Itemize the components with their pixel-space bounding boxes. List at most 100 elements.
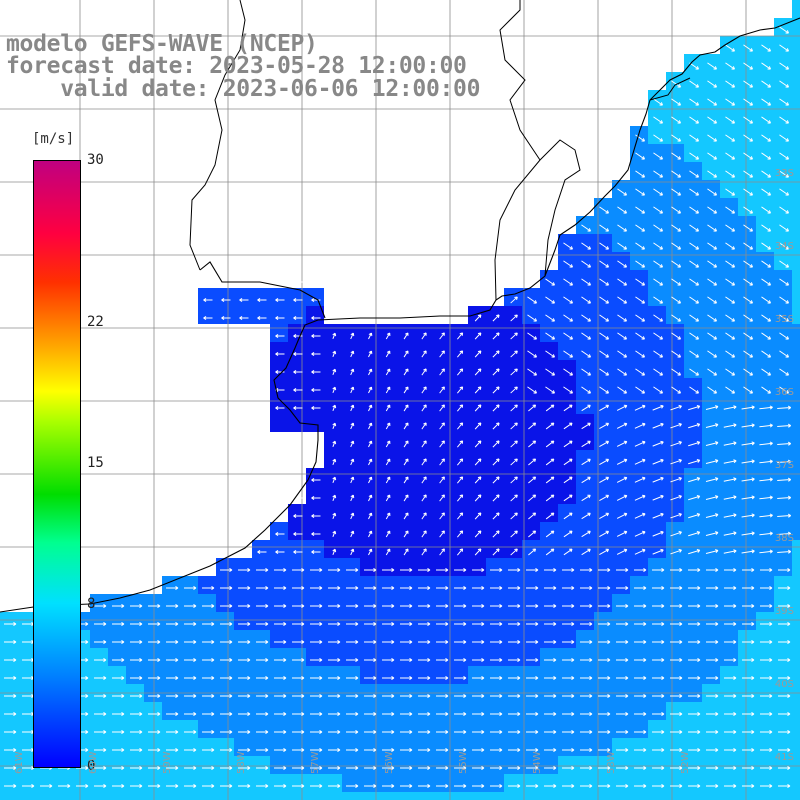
wind-cell [594,648,612,666]
wind-arrow [350,422,355,430]
wind-cell [288,774,306,792]
wind-arrow [238,567,251,573]
wind-cell [162,792,180,800]
wind-cell [576,396,594,414]
wind-arrow [724,747,737,753]
wind-arrow [508,693,521,699]
wind-cell [522,396,540,414]
wind-cell [666,414,684,432]
wind-arrow [779,260,789,268]
wind-arrow [777,513,792,518]
wind-cell [594,360,612,378]
wind-arrow [421,494,427,502]
wind-arrow [94,747,107,753]
wind-cell [180,576,198,594]
wind-arrow [527,296,537,304]
wind-arrow [510,350,518,358]
latitude-label: 34S [774,241,794,252]
wind-arrow [421,314,427,322]
wind-arrow [652,747,665,753]
wind-cell [684,648,702,666]
wind-cell [666,468,684,486]
coastline-path [0,17,800,613]
wind-cell [756,36,774,54]
wind-arrow [310,657,323,663]
wind-cell [720,342,738,360]
wind-arrow [76,765,89,771]
wind-arrow [652,693,665,699]
wind-arrow [403,368,409,376]
wind-cell [702,162,720,180]
wind-cell [774,72,792,90]
wind-arrow [562,675,575,681]
wind-cell [522,450,540,468]
wind-cell [792,252,800,270]
wind-arrow [616,729,629,735]
wind-arrow [634,639,647,645]
wind-cell [468,504,486,522]
wind-arrow [742,567,755,573]
wind-cell [378,414,396,432]
wind-arrow [599,314,609,322]
wind-cell [54,792,72,800]
wind-arrow [598,693,611,699]
wind-arrow [634,729,647,735]
wind-cell [306,504,324,522]
wind-cell [270,342,288,360]
wind-arrow [779,26,789,34]
wind-cell [504,396,522,414]
wind-cell [738,576,756,594]
wind-arrow [670,404,682,411]
wind-cell [216,774,234,792]
wind-cell [378,540,396,558]
wind-cell [648,774,666,792]
wind-cell [594,378,612,396]
wind-arrow [707,170,717,178]
wind-arrow [510,422,518,430]
wind-cell [450,594,468,612]
wind-arrow [652,639,665,645]
wind-cell [252,666,270,684]
wind-cell [756,324,774,342]
wind-arrow [418,567,431,573]
wind-arrow [545,386,555,394]
wind-cell [756,630,774,648]
wind-arrow [368,404,373,412]
wind-arrow [203,279,213,285]
wind-arrow [311,405,321,411]
wind-arrow [743,350,753,358]
wind-arrow [760,783,773,789]
wind-cell [738,630,756,648]
wind-arrow [328,621,341,627]
wind-arrow [707,332,717,340]
wind-cell [540,378,558,396]
wind-cell [306,324,324,342]
wind-cell [324,522,342,540]
wind-arrow [510,314,518,322]
wind-cell [198,594,216,612]
wind-arrow [634,783,647,789]
wind-cell [216,738,234,756]
wind-cell [270,288,288,306]
wind-cell [702,216,720,234]
wind-cell [342,774,360,792]
wind-cell [486,450,504,468]
wind-cell [774,216,792,234]
wind-arrow [456,548,464,556]
wind-cell [702,666,720,684]
wind-arrow [724,765,737,771]
wind-arrow [688,621,701,627]
wind-arrow [22,783,35,789]
wind-arrow [184,765,197,771]
wind-arrow [328,603,341,609]
wind-arrow [616,530,628,537]
wind-arrow [293,387,303,393]
wind-cell [774,54,792,72]
wind-cell [558,774,576,792]
wind-arrow [492,548,500,556]
wind-arrow [670,440,682,447]
wind-arrow [635,260,645,268]
wind-cell [792,216,800,234]
wind-cell [738,720,756,738]
wind-arrow [705,459,719,464]
